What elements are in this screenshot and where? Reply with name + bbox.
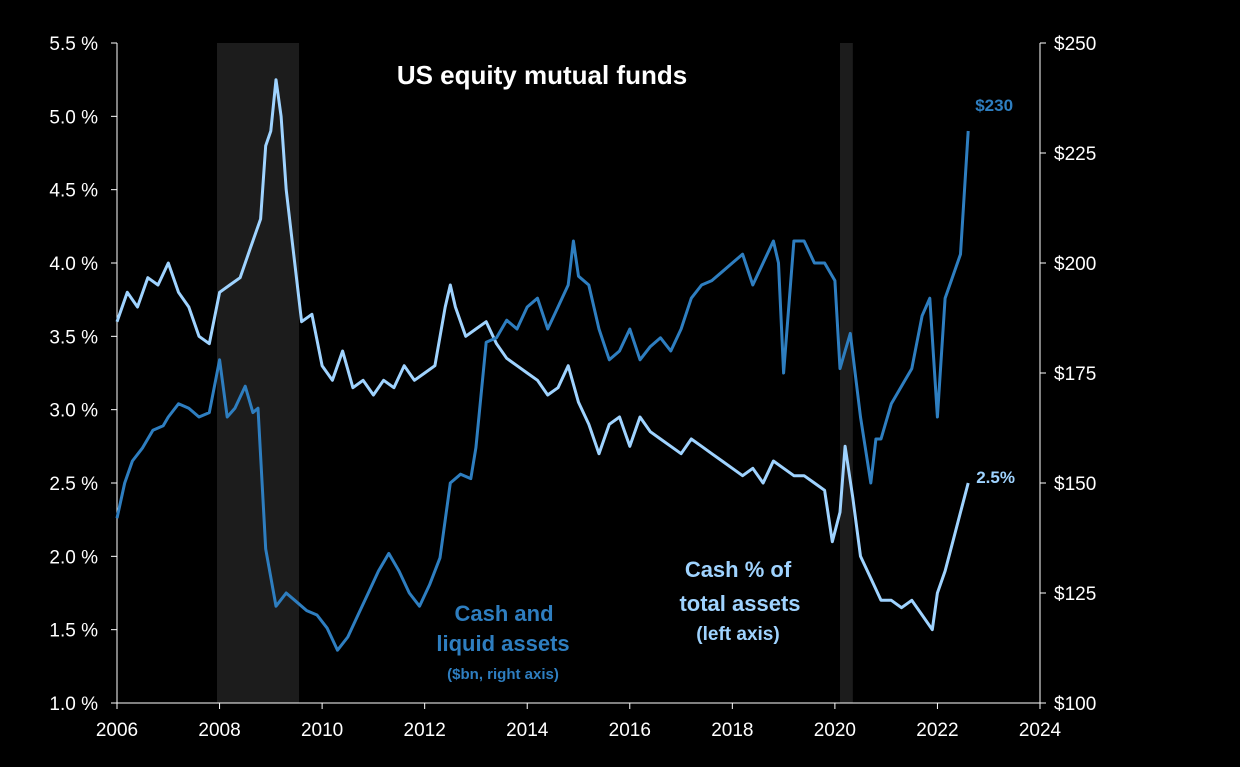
annotation-cash-pct-line1: Cash % of [685,557,792,582]
y-right-tick-label: $250 [1054,34,1096,55]
y-left-tick-label: 3.0 % [49,401,98,422]
recession-band-0 [216,43,300,703]
x-tick-label: 2024 [1019,720,1062,741]
y-left-tick-label: 2.5 % [49,474,98,495]
axes [111,42,1046,709]
annotation-cash-pct-line2: total assets [679,591,800,616]
series-lines [115,78,970,652]
annotation-liquid-line1: Cash and [454,601,553,626]
cash-liquid-end-label: $230 [975,96,1013,115]
y-right-tick-label: $125 [1054,584,1096,605]
annotation-cash-pct-line3: (left axis) [696,624,779,645]
recession-shading [216,43,853,703]
y-left-tick-label: 5.5 % [49,34,98,55]
x-tick-label: 2012 [404,720,446,741]
y-right-tick-label: $175 [1054,364,1096,385]
x-tick-label: 2014 [506,720,549,741]
cash-pct-end-label: 2.5% [976,468,1015,487]
x-tick-label: 2006 [96,720,138,741]
tick-labels: 2006 2008 2010 2012 2014 2016 2018 2020 2022 2024… [49,34,1096,741]
y-right-tick-label: $100 [1054,694,1096,715]
recession-band-1 [840,43,853,703]
x-tick-label: 2008 [198,720,240,741]
x-tick-label: 2020 [814,720,856,741]
annotation-liquid-line3: ($bn, right axis) [447,666,559,683]
cash-liquid-assets-line [115,130,970,652]
y-right-tick-label: $150 [1054,474,1096,495]
cash-pct-line [115,78,970,632]
y-left-tick-label: 1.0 % [49,694,98,715]
y-left-tick-label: 3.5 % [49,327,98,348]
x-tick-label: 2018 [711,720,753,741]
chart-title: US equity mutual funds [397,60,687,90]
y-left-tick-label: 4.0 % [49,254,98,275]
x-tick-label: 2022 [916,720,958,741]
y-left-tick-label: 5.0 % [49,107,98,128]
y-right-tick-label: $200 [1054,254,1096,275]
y-right-tick-label: $225 [1054,144,1096,165]
x-tick-label: 2010 [301,720,343,741]
y-left-tick-label: 4.5 % [49,181,98,202]
x-tick-label: 2016 [609,720,651,741]
y-left-tick-label: 2.0 % [49,547,98,568]
annotation-liquid-line2: liquid assets [436,631,569,656]
y-left-tick-label: 1.5 % [49,621,98,642]
